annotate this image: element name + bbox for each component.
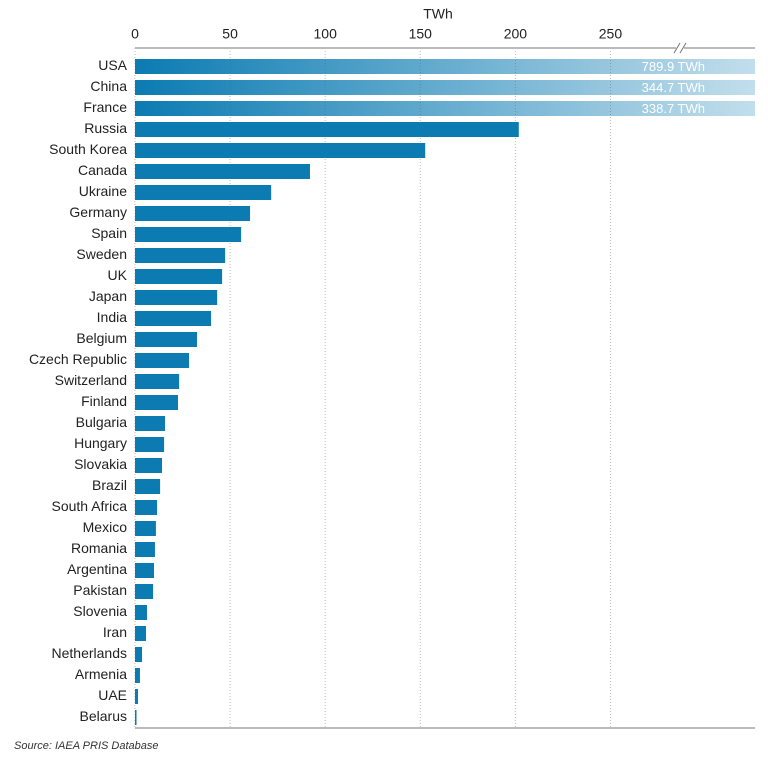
y-tick-label: Iran (103, 624, 127, 640)
bar (135, 500, 158, 515)
bar (135, 479, 161, 494)
x-tick-label: 50 (222, 26, 238, 42)
bar (135, 668, 140, 683)
x-tick-label: 150 (409, 26, 433, 42)
y-tick-label: Pakistan (73, 582, 127, 598)
y-tick-label: Slovakia (74, 456, 127, 472)
bar (135, 647, 143, 662)
source: Source: IAEA PRIS Database (14, 740, 159, 752)
y-tick-label: Canada (78, 162, 127, 178)
x-tick-label: 250 (599, 26, 623, 42)
y-tick-label: China (90, 78, 127, 94)
y-tick-label: South Korea (49, 141, 127, 157)
bar (135, 80, 755, 95)
bar (135, 206, 251, 221)
bar (135, 626, 147, 641)
bar (135, 605, 147, 620)
x-tick-label: 200 (504, 26, 528, 42)
y-tick-label: Netherlands (52, 645, 128, 661)
bar (135, 290, 218, 305)
bar (135, 311, 212, 326)
bar (135, 122, 519, 137)
x-tick-label: 100 (314, 26, 338, 42)
value-label: 789.9 TWh (642, 59, 705, 74)
bar (135, 143, 426, 158)
y-tick-label: Brazil (92, 477, 127, 493)
y-tick-label: Russia (84, 120, 127, 136)
bar (135, 353, 190, 368)
y-tick-label: UK (108, 267, 128, 283)
bar (135, 563, 155, 578)
bar (135, 416, 166, 431)
bar (135, 164, 310, 179)
axis-title: TWh (423, 6, 453, 22)
bar (135, 584, 154, 599)
bar (135, 458, 163, 473)
y-tick-label: Germany (69, 204, 127, 220)
y-tick-label: Hungary (74, 435, 127, 451)
y-tick-label: Belgium (76, 330, 127, 346)
y-tick-label: Switzerland (55, 372, 127, 388)
y-tick-label: Belarus (80, 708, 127, 724)
y-tick-label: Finland (81, 393, 127, 409)
y-tick-label: Slovenia (73, 603, 127, 619)
bar (135, 374, 180, 389)
y-tick-label: Spain (91, 225, 127, 241)
bar (135, 248, 226, 263)
y-tick-label: Armenia (75, 666, 127, 682)
bar (135, 437, 165, 452)
y-tick-label: Romania (71, 540, 127, 556)
y-tick-label: India (97, 309, 128, 325)
y-tick-label: Argentina (67, 561, 127, 577)
y-tick-label: Sweden (76, 246, 127, 262)
axis-break (679, 42, 687, 54)
bar (135, 59, 755, 74)
bar (135, 101, 755, 116)
bar (135, 710, 137, 725)
bar (135, 395, 178, 410)
y-tick-label: Mexico (83, 519, 128, 535)
value-label: 338.7 TWh (642, 101, 705, 116)
bar (135, 332, 197, 347)
y-tick-label: Czech Republic (29, 351, 127, 367)
bar (135, 521, 156, 536)
y-tick-label: Japan (89, 288, 127, 304)
axis-break (673, 42, 681, 54)
bar (135, 689, 139, 704)
axis-break (676, 42, 684, 54)
y-tick-label: Ukraine (79, 183, 127, 199)
y-tick-label: Bulgaria (76, 414, 128, 430)
y-tick-label: France (83, 99, 127, 115)
x-tick-label: 0 (131, 26, 139, 42)
bar (135, 542, 155, 557)
bar (135, 269, 223, 284)
y-tick-label: South Africa (52, 498, 128, 514)
bar (135, 185, 272, 200)
value-label: 344.7 TWh (642, 80, 705, 95)
bar (135, 227, 242, 242)
y-tick-label: UAE (98, 687, 127, 703)
y-tick-label: USA (98, 57, 127, 73)
